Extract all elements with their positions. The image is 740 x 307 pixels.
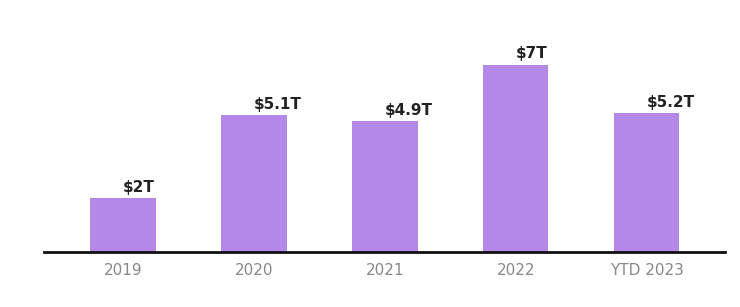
Text: $4.9T: $4.9T [385, 103, 433, 118]
Bar [483, 65, 548, 252]
Text: $7T: $7T [516, 46, 548, 61]
Text: $5.1T: $5.1T [254, 97, 302, 112]
Bar [90, 198, 155, 252]
Text: $2T: $2T [123, 180, 155, 195]
Bar [352, 121, 417, 252]
Bar [221, 115, 286, 252]
Bar [614, 113, 679, 252]
Text: $5.2T: $5.2T [647, 95, 695, 110]
